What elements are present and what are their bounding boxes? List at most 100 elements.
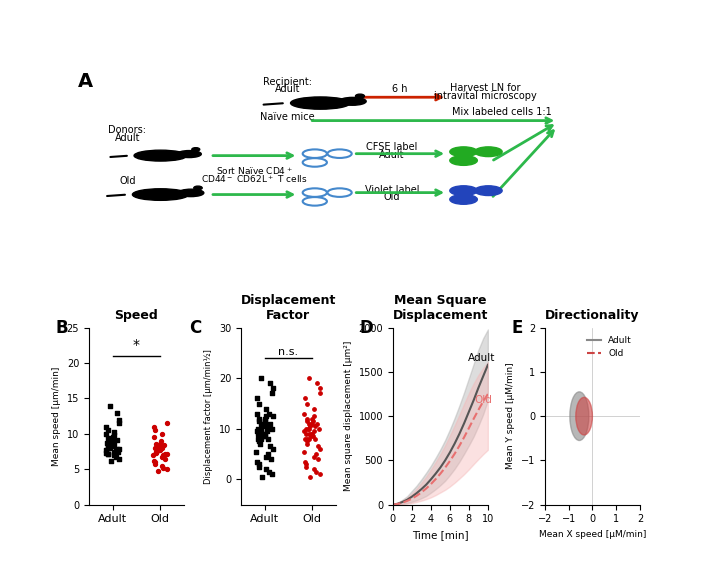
- Point: [305, 429, 316, 438]
- Text: Recipient:: Recipient:: [263, 77, 311, 87]
- Point: [301, 417, 313, 426]
- Point: [264, 379, 276, 388]
- Point: [304, 422, 316, 431]
- Point: [150, 448, 161, 457]
- Text: D: D: [360, 319, 373, 337]
- Point: [104, 442, 115, 451]
- Point: [306, 432, 317, 441]
- Point: [102, 438, 113, 447]
- Point: [300, 429, 311, 438]
- Ellipse shape: [134, 150, 187, 161]
- Text: *: *: [133, 338, 140, 353]
- Point: [264, 419, 275, 428]
- Point: [255, 424, 267, 433]
- Point: [298, 447, 309, 456]
- Point: [104, 438, 115, 447]
- Point: [102, 449, 114, 458]
- Point: [100, 429, 112, 438]
- Point: [264, 442, 276, 451]
- Point: [251, 447, 262, 456]
- Text: Old: Old: [384, 192, 400, 202]
- Text: Harvest LN for: Harvest LN for: [450, 83, 521, 94]
- Point: [148, 451, 159, 460]
- Y-axis label: Mean square displacement [μm²]: Mean square displacement [μm²]: [344, 341, 353, 492]
- Y-axis label: Mean Y speed [μM/min]: Mean Y speed [μM/min]: [506, 363, 515, 469]
- Point: [110, 452, 122, 461]
- Point: [148, 422, 159, 431]
- Point: [300, 424, 311, 433]
- Title: Speed: Speed: [114, 310, 159, 323]
- Point: [101, 422, 112, 431]
- Point: [151, 444, 163, 453]
- Point: [253, 460, 264, 469]
- Point: [267, 384, 278, 393]
- Point: [102, 426, 114, 435]
- Point: [149, 443, 161, 452]
- Point: [309, 434, 321, 443]
- Point: [156, 429, 167, 438]
- Point: [304, 472, 316, 481]
- Point: [107, 435, 118, 445]
- Point: [253, 399, 264, 408]
- Point: [150, 440, 161, 449]
- Point: [266, 424, 277, 433]
- Point: [114, 415, 125, 424]
- Point: [257, 422, 268, 431]
- Point: [255, 374, 267, 383]
- Point: [311, 467, 322, 476]
- Point: [301, 434, 312, 443]
- Point: [102, 434, 114, 443]
- Text: intravital microscopy: intravital microscopy: [434, 91, 537, 101]
- Point: [111, 435, 122, 444]
- Point: [313, 455, 324, 464]
- Text: Mix labeled cells 1:1: Mix labeled cells 1:1: [452, 107, 552, 117]
- Point: [301, 462, 312, 471]
- Point: [112, 408, 123, 417]
- Text: Sort Naïve CD4$^+$: Sort Naïve CD4$^+$: [216, 166, 292, 177]
- Point: [106, 441, 117, 450]
- Ellipse shape: [192, 147, 200, 151]
- Point: [258, 432, 269, 441]
- Point: [255, 429, 267, 438]
- Text: Donors:: Donors:: [109, 125, 146, 136]
- Point: [267, 470, 278, 479]
- Point: [161, 450, 173, 459]
- Point: [160, 454, 171, 463]
- Point: [158, 463, 169, 472]
- Point: [254, 437, 265, 446]
- Point: [261, 427, 272, 436]
- Point: [103, 443, 114, 452]
- Text: Adult: Adult: [274, 84, 300, 95]
- Point: [301, 399, 312, 408]
- Point: [150, 447, 161, 456]
- Point: [301, 439, 313, 448]
- Point: [254, 417, 265, 426]
- Point: [299, 394, 311, 403]
- Point: [113, 454, 124, 463]
- Point: [310, 450, 321, 459]
- Point: [161, 418, 172, 428]
- Point: [102, 443, 114, 452]
- Point: [306, 419, 317, 428]
- Ellipse shape: [570, 392, 589, 441]
- Point: [267, 389, 278, 398]
- Point: [104, 401, 115, 410]
- Point: [303, 424, 314, 433]
- Text: CD44$^-$ CD62L$^+$ T cells: CD44$^-$ CD62L$^+$ T cells: [201, 173, 307, 185]
- Point: [312, 442, 324, 451]
- Point: [299, 434, 311, 443]
- Point: [301, 460, 312, 469]
- Point: [254, 414, 265, 423]
- Ellipse shape: [356, 94, 365, 98]
- Point: [314, 384, 326, 393]
- Point: [260, 417, 271, 426]
- Point: [307, 432, 319, 441]
- Text: Naïve mice: Naïve mice: [260, 112, 314, 122]
- Point: [153, 466, 164, 475]
- Point: [108, 451, 119, 460]
- Point: [113, 418, 124, 428]
- Point: [159, 449, 171, 458]
- Point: [303, 434, 314, 443]
- Point: [303, 374, 314, 383]
- Text: B: B: [55, 319, 68, 337]
